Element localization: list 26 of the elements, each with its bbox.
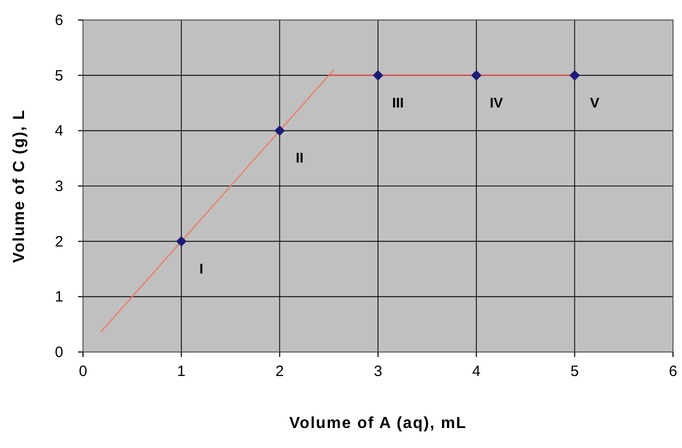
y-tick-label: 1 <box>54 288 64 306</box>
x-tick-label: 0 <box>78 363 88 380</box>
x-axis-title: Volume of A (aq), mL <box>289 415 467 432</box>
point <box>372 70 384 81</box>
x-tick-label: 5 <box>570 363 579 380</box>
point <box>569 70 580 81</box>
annotation: II <box>296 150 304 166</box>
y-tick-label: 6 <box>54 12 64 29</box>
y-tick-label: 5 <box>54 67 64 84</box>
x-tick-label: 3 <box>374 363 382 380</box>
y-axis-title: Volume of C (g), L <box>11 109 28 263</box>
x-tick-label: 1 <box>177 363 186 380</box>
annotation: V <box>590 94 600 110</box>
y-tick-label: 3 <box>54 178 64 195</box>
annotation: I <box>199 260 204 276</box>
y-tick-label: 2 <box>54 233 64 250</box>
point <box>274 125 285 136</box>
y-tick-label: 0 <box>54 344 64 361</box>
annotation: IV <box>490 94 504 110</box>
point <box>176 236 187 247</box>
point <box>471 70 482 81</box>
x-tick-label: 4 <box>472 363 481 380</box>
annotation: III <box>392 94 404 110</box>
y-tick-label: 4 <box>54 122 64 140</box>
x-tick-label: 6 <box>668 363 678 380</box>
x-tick-label: 2 <box>275 363 284 380</box>
